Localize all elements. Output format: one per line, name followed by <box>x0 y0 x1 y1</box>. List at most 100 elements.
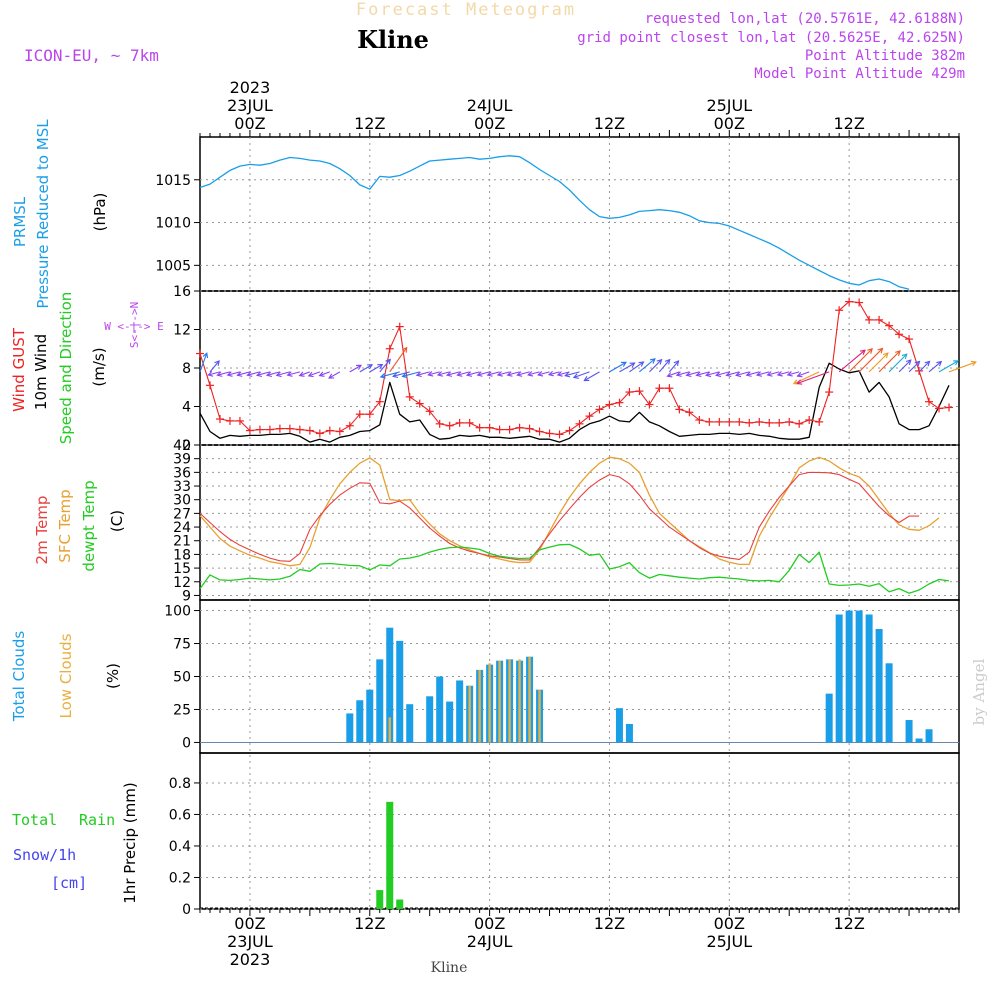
total-cloud-bar <box>386 627 394 743</box>
total-cloud-bar <box>855 610 863 743</box>
y-tick-label: 0.4 <box>169 839 191 855</box>
wind-arrow-head <box>385 358 391 365</box>
low-cloud-bar <box>388 717 391 743</box>
temp-2m-line <box>199 471 920 562</box>
wind-direction-arrow <box>528 371 540 376</box>
wind-direction-arrow <box>629 361 644 373</box>
wind-arrow-head <box>629 362 636 368</box>
wind-direction-arrow <box>497 371 510 376</box>
wind-arrow-head <box>725 371 732 378</box>
wind-direction-arrow <box>380 371 400 378</box>
sfc-temp-line <box>199 456 940 567</box>
total-cloud-bar <box>835 614 843 743</box>
total-cloud-bar <box>865 614 873 743</box>
bottom-time-label: 23JUL <box>227 932 273 951</box>
wind-direction-arrow <box>457 371 470 376</box>
y-tick-label: 12 <box>173 575 191 591</box>
temp-sfc-label: SFC Temp <box>56 489 74 562</box>
forecast-title: Forecast Meteogram <box>356 0 576 20</box>
place-title: Kline <box>357 25 429 54</box>
bottom-time-label: 25JUL <box>706 932 752 951</box>
wind-arrow-head <box>476 371 483 377</box>
wind-direction-arrow <box>858 348 883 373</box>
wind-direction-arrow <box>299 371 311 377</box>
temp-unit: (C) <box>108 510 126 532</box>
total-cloud-bar <box>625 723 633 743</box>
bottom-time-label: 24JUL <box>467 932 513 951</box>
wind-direction-arrow <box>793 371 820 385</box>
pressure-label-msl: Pressure Reduced to MSL <box>34 119 52 309</box>
wind-direction-arrow <box>446 371 460 376</box>
y-tick-label: 42 <box>173 438 191 454</box>
wind-speed-line <box>199 362 950 443</box>
y-tick-label: 4 <box>182 400 191 416</box>
wind-direction-arrow <box>208 371 221 376</box>
wind-arrow-head <box>745 371 752 377</box>
low-clouds-label: Low Clouds <box>57 633 75 718</box>
wind-direction-arrow <box>746 371 760 376</box>
wind-direction-arrow <box>716 371 730 376</box>
wind-unit: (m/s) <box>90 347 108 386</box>
wind-direction-arrow <box>237 371 251 376</box>
wind-direction-arrow <box>838 349 866 373</box>
wind-arrow-head <box>895 350 901 356</box>
wind-arrow-head <box>673 360 680 366</box>
wind-direction-arrow <box>658 359 671 373</box>
low-cloud-bar <box>488 663 491 743</box>
y-tick-label: 9 <box>182 588 191 604</box>
wind-arrow-head <box>214 360 220 366</box>
y-tick-label: 15 <box>173 561 191 577</box>
wind-arrow-head <box>202 352 209 359</box>
top-time-label: 25JUL <box>706 96 752 115</box>
wind-arrow-head <box>715 371 722 378</box>
pressure-label-prmsl: PRMSL <box>11 196 29 247</box>
y-tick-label: 21 <box>173 534 191 550</box>
wind-arrow-head <box>379 373 386 379</box>
top-time-label: 23JUL <box>227 96 273 115</box>
wind-arrow-head <box>953 360 960 366</box>
snow-cm-label: [cm] <box>51 874 87 892</box>
total-cloud-bar <box>845 610 853 743</box>
wind-direction-arrow <box>276 371 291 376</box>
wind-arrow-head <box>685 371 692 378</box>
wind-arrow-head <box>427 371 434 377</box>
wind-arrow-head <box>867 348 873 354</box>
clouds-unit: (%) <box>104 663 122 689</box>
wind-direction-arrow <box>308 371 321 377</box>
grid-point-coords: grid point closest lon,lat (20.5625E, 42… <box>577 30 965 46</box>
low-cloud-bar <box>518 659 521 743</box>
wind-direction-arrow <box>548 371 560 376</box>
wind-arrow-head <box>936 360 943 367</box>
wind-direction-arrow <box>349 364 362 373</box>
wind-arrow-head <box>496 371 503 377</box>
wind-arrow-head <box>328 373 335 379</box>
rain-label-total: Total <box>12 811 57 829</box>
total-cloud-bar <box>346 713 354 743</box>
wind-direction-arrow <box>878 350 901 373</box>
wind-direction-arrow <box>557 371 570 376</box>
wind-direction-arrow <box>668 360 679 373</box>
bottom-time-label: 2023 <box>230 950 271 969</box>
wind-gust-label: Wind GUST <box>10 327 28 412</box>
wind-direction-arrow <box>797 371 830 384</box>
wind-direction-arrow <box>619 362 635 373</box>
wind-direction-arrow <box>507 371 520 376</box>
wind-direction-arrow <box>402 371 420 377</box>
wind-direction-arrow <box>797 371 810 377</box>
wind-direction-arrow <box>466 371 480 376</box>
total-cloud-bar <box>436 676 444 743</box>
wind-arrow-head <box>307 371 314 378</box>
total-cloud-bar <box>396 640 404 743</box>
wind-direction-arrow <box>369 364 383 373</box>
precip-bar <box>386 801 394 909</box>
wind-arrow-head <box>796 379 803 385</box>
wind-direction-arrow <box>777 371 790 376</box>
wind-direction-arrow <box>676 371 690 376</box>
wind-arrow-head <box>620 361 627 367</box>
grid-layer: 1005101010150481216912151821242730333639… <box>155 78 960 969</box>
wind-arrow-head <box>556 371 563 377</box>
y-tick-label: 75 <box>173 637 191 653</box>
y-tick-label: 12 <box>173 323 191 339</box>
temp-2m-label: 2m Temp <box>33 496 51 565</box>
wind-direction-arrow <box>888 353 908 373</box>
